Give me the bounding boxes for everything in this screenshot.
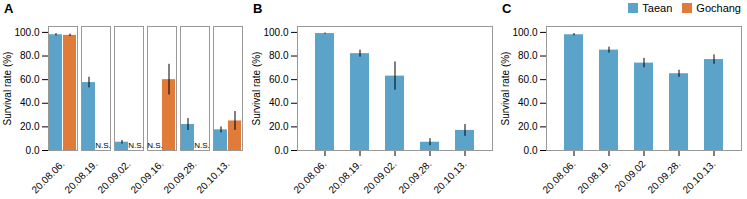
svg-text:20.09.28.: 20.09.28. <box>396 158 433 195</box>
html-text:C: C <box>502 1 512 16</box>
svg-text:20.09.02.: 20.09.02. <box>361 158 398 195</box>
svg-text:20.09.16.: 20.09.16. <box>128 158 165 195</box>
svg-text:N.S.: N.S. <box>147 141 163 150</box>
svg-text:0.0: 0.0 <box>26 145 40 156</box>
svg-text:100.0: 100.0 <box>512 27 537 38</box>
svg-text:40.0: 40.0 <box>269 97 289 108</box>
svg-text:0.0: 0.0 <box>524 145 538 156</box>
html-text:A: A <box>4 1 14 16</box>
svg-text:20.0: 20.0 <box>269 121 289 132</box>
svg-text:N.S.: N.S. <box>95 141 111 150</box>
svg-text:20.0: 20.0 <box>518 121 538 132</box>
svg-text:40.0: 40.0 <box>518 97 538 108</box>
html-text:Gochang: Gochang <box>696 2 741 14</box>
svg-text:20.10.13.: 20.10.13. <box>194 158 231 195</box>
svg-text:0.0: 0.0 <box>275 145 289 156</box>
svg-text:60.0: 60.0 <box>269 74 289 85</box>
svg-text:20.08.19.: 20.08.19. <box>62 158 99 195</box>
svg-text:20.08.06.: 20.08.06. <box>29 158 66 195</box>
svg-text:20.09.02: 20.09.02 <box>612 158 648 194</box>
svg-text:Survival rate (%): Survival rate (%) <box>2 52 13 126</box>
svg-text:20.09.02.: 20.09.02. <box>95 158 132 195</box>
html-text:Taean: Taean <box>642 2 673 14</box>
svg-text:20.10.13.: 20.10.13. <box>431 158 468 195</box>
html-text:B: B <box>253 1 263 16</box>
svg-text:20.09.28.: 20.09.28. <box>161 158 198 195</box>
svg-text:20.0: 20.0 <box>20 121 40 132</box>
svg-text:100.0: 100.0 <box>263 27 288 38</box>
svg-text:80.0: 80.0 <box>269 50 289 61</box>
svg-text:N.S.: N.S. <box>194 141 210 150</box>
svg-text:20.08.06.: 20.08.06. <box>540 158 577 195</box>
svg-text:60.0: 60.0 <box>20 74 40 85</box>
svg-text:20.08.19.: 20.08.19. <box>575 158 612 195</box>
svg-text:20.08.06.: 20.08.06. <box>291 158 328 195</box>
svg-text:80.0: 80.0 <box>518 50 538 61</box>
svg-text:80.0: 80.0 <box>20 50 40 61</box>
svg-text:Survival rate (%): Survival rate (%) <box>500 52 511 126</box>
svg-text:40.0: 40.0 <box>20 97 40 108</box>
svg-text:Survival rate (%): Survival rate (%) <box>251 52 262 126</box>
svg-text:20.10.13.: 20.10.13. <box>680 158 717 195</box>
svg-text:N.S.: N.S. <box>128 141 144 150</box>
svg-text:20.08.19.: 20.08.19. <box>326 158 363 195</box>
svg-text:100.0: 100.0 <box>14 27 39 38</box>
svg-text:20.09.28.: 20.09.28. <box>645 158 682 195</box>
svg-text:60.0: 60.0 <box>518 74 538 85</box>
